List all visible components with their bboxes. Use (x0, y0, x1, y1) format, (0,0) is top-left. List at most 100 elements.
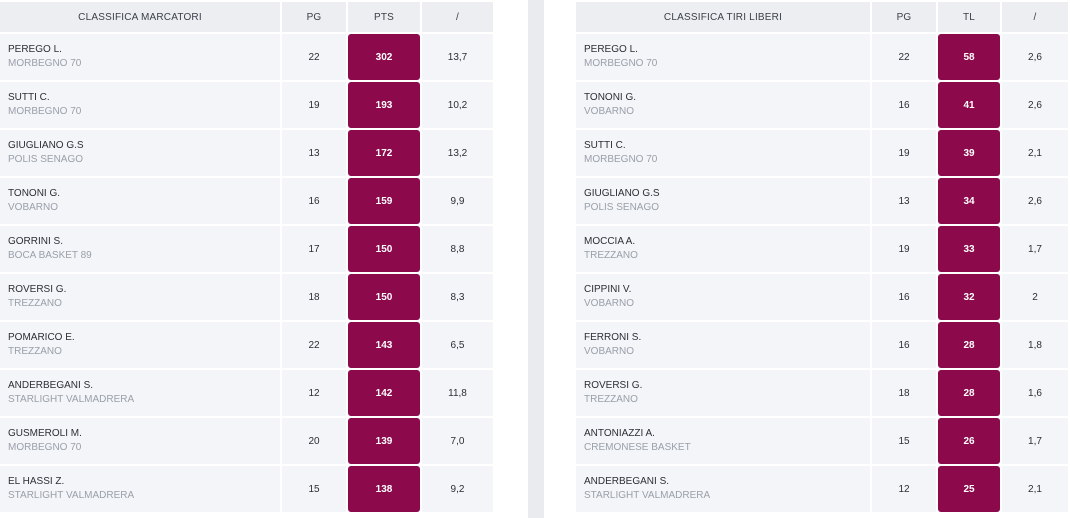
player-name: GUSMEROLI M. (8, 428, 82, 439)
table-row: TONONI G. VOBARNO 16 159 9,9 (0, 178, 493, 224)
average-cell: 2 (1002, 274, 1068, 320)
average-cell: 1,6 (1002, 370, 1068, 416)
average-header: / (1002, 2, 1068, 32)
table-row: ANDERBEGANI S. STARLIGHT VALMADRERA 12 25 2,… (576, 466, 1068, 512)
table-row: ROVERSI G. TREZZANO 18 150 8,3 (0, 274, 493, 320)
table-row: EL HASSI Z. STARLIGHT VALMADRERA 15 138 9,2 (0, 466, 493, 512)
table-row: SUTTI C. MORBEGNO 70 19 39 2,1 (576, 130, 1068, 176)
points-cell: 142 (348, 370, 420, 416)
team-name: POLIS SENAGO (584, 202, 660, 213)
games-played-cell: 16 (872, 82, 936, 128)
games-played-cell: 13 (282, 130, 346, 176)
free-throws-header: TL (938, 2, 1000, 32)
player-cell: GUSMEROLI M. MORBEGNO 70 (0, 418, 280, 464)
freethrows-table: CLASSIFICA TIRI LIBERI PG TL / PEREGO L.… (574, 0, 1070, 514)
team-name: STARLIGHT VALMADRERA (8, 490, 135, 501)
games-played-header: PG (872, 2, 936, 32)
points-cell: 159 (348, 178, 420, 224)
freethrows-header-row: CLASSIFICA TIRI LIBERI PG TL / (576, 2, 1068, 32)
team-name: MORBEGNO 70 (584, 154, 658, 165)
games-played-cell: 18 (872, 370, 936, 416)
table-row: GIUGLIANO G.S POLIS SENAGO 13 34 2,6 (576, 178, 1068, 224)
player-cell: ANDERBEGANI S. STARLIGHT VALMADRERA (576, 466, 870, 512)
player-name: FERRONI S. (584, 332, 642, 343)
scorers-panel: CLASSIFICA MARCATORI PG PTS / PEREGO L. M… (0, 0, 495, 514)
points-cell: 172 (348, 130, 420, 176)
games-played-cell: 18 (282, 274, 346, 320)
average-header: / (422, 2, 493, 32)
team-name: BOCA BASKET 89 (8, 250, 92, 261)
player-name: EL HASSI Z. (8, 476, 65, 487)
games-played-cell: 22 (282, 322, 346, 368)
average-cell: 1,8 (1002, 322, 1068, 368)
player-name: PEREGO L. (8, 44, 62, 55)
player-name: GIUGLIANO G.S (584, 188, 660, 199)
player-name: ANTONIAZZI A. (584, 428, 655, 439)
free-throws-cell: 41 (938, 82, 1000, 128)
free-throws-cell: 25 (938, 466, 1000, 512)
points-cell: 193 (348, 82, 420, 128)
table-row: ROVERSI G. TREZZANO 18 28 1,6 (576, 370, 1068, 416)
table-row: CIPPINI V. VOBARNO 16 32 2 (576, 274, 1068, 320)
player-cell: ROVERSI G. TREZZANO (576, 370, 870, 416)
player-cell: PEREGO L. MORBEGNO 70 (576, 34, 870, 80)
average-cell: 1,7 (1002, 418, 1068, 464)
player-cell: ROVERSI G. TREZZANO (0, 274, 280, 320)
average-cell: 8,8 (422, 226, 493, 272)
table-row: MOCCIA A. TREZZANO 19 33 1,7 (576, 226, 1068, 272)
games-played-cell: 22 (282, 34, 346, 80)
games-played-cell: 12 (282, 370, 346, 416)
free-throws-cell: 28 (938, 370, 1000, 416)
player-cell: POMARICO E. TREZZANO (0, 322, 280, 368)
points-cell: 143 (348, 322, 420, 368)
player-name: ROVERSI G. (584, 380, 643, 391)
team-name: TREZZANO (584, 394, 638, 405)
player-name: GORRINI S. (8, 236, 64, 247)
player-cell: ANDERBEGANI S. STARLIGHT VALMADRERA (0, 370, 280, 416)
games-played-cell: 17 (282, 226, 346, 272)
team-name: MORBEGNO 70 (584, 58, 658, 69)
average-cell: 11,8 (422, 370, 493, 416)
player-cell: TONONI G. VOBARNO (576, 82, 870, 128)
player-cell: TONONI G. VOBARNO (0, 178, 280, 224)
average-cell: 13,2 (422, 130, 493, 176)
games-played-cell: 20 (282, 418, 346, 464)
average-cell: 6,5 (422, 322, 493, 368)
team-name: VOBARNO (584, 106, 635, 117)
team-name: MORBEGNO 70 (8, 106, 82, 117)
player-name: GIUGLIANO G.S (8, 140, 84, 151)
free-throws-cell: 28 (938, 322, 1000, 368)
freethrows-title-header: CLASSIFICA TIRI LIBERI (576, 2, 870, 32)
average-cell: 13,7 (422, 34, 493, 80)
games-played-cell: 19 (872, 130, 936, 176)
player-name: PEREGO L. (584, 44, 638, 55)
games-played-cell: 15 (872, 418, 936, 464)
team-name: TREZZANO (8, 346, 62, 357)
team-name: MORBEGNO 70 (8, 58, 82, 69)
games-played-cell: 19 (872, 226, 936, 272)
free-throws-cell: 58 (938, 34, 1000, 80)
free-throws-cell: 34 (938, 178, 1000, 224)
free-throws-cell: 39 (938, 130, 1000, 176)
player-cell: EL HASSI Z. STARLIGHT VALMADRERA (0, 466, 280, 512)
player-name: ANDERBEGANI S. (8, 380, 94, 391)
player-name: ROVERSI G. (8, 284, 67, 295)
games-played-cell: 22 (872, 34, 936, 80)
team-name: POLIS SENAGO (8, 154, 84, 165)
player-cell: GORRINI S. BOCA BASKET 89 (0, 226, 280, 272)
scorers-header-row: CLASSIFICA MARCATORI PG PTS / (0, 2, 493, 32)
points-cell: 139 (348, 418, 420, 464)
average-cell: 1,7 (1002, 226, 1068, 272)
player-cell: CIPPINI V. VOBARNO (576, 274, 870, 320)
table-row: TONONI G. VOBARNO 16 41 2,6 (576, 82, 1068, 128)
player-name: TONONI G. (8, 188, 61, 199)
team-name: VOBARNO (584, 298, 635, 309)
average-cell: 9,2 (422, 466, 493, 512)
player-name: SUTTI C. (8, 92, 50, 103)
team-name: VOBARNO (8, 202, 59, 213)
team-name: MORBEGNO 70 (8, 442, 82, 453)
player-name: SUTTI C. (584, 140, 626, 151)
team-name: VOBARNO (584, 346, 635, 357)
player-cell: MOCCIA A. TREZZANO (576, 226, 870, 272)
free-throws-cell: 26 (938, 418, 1000, 464)
